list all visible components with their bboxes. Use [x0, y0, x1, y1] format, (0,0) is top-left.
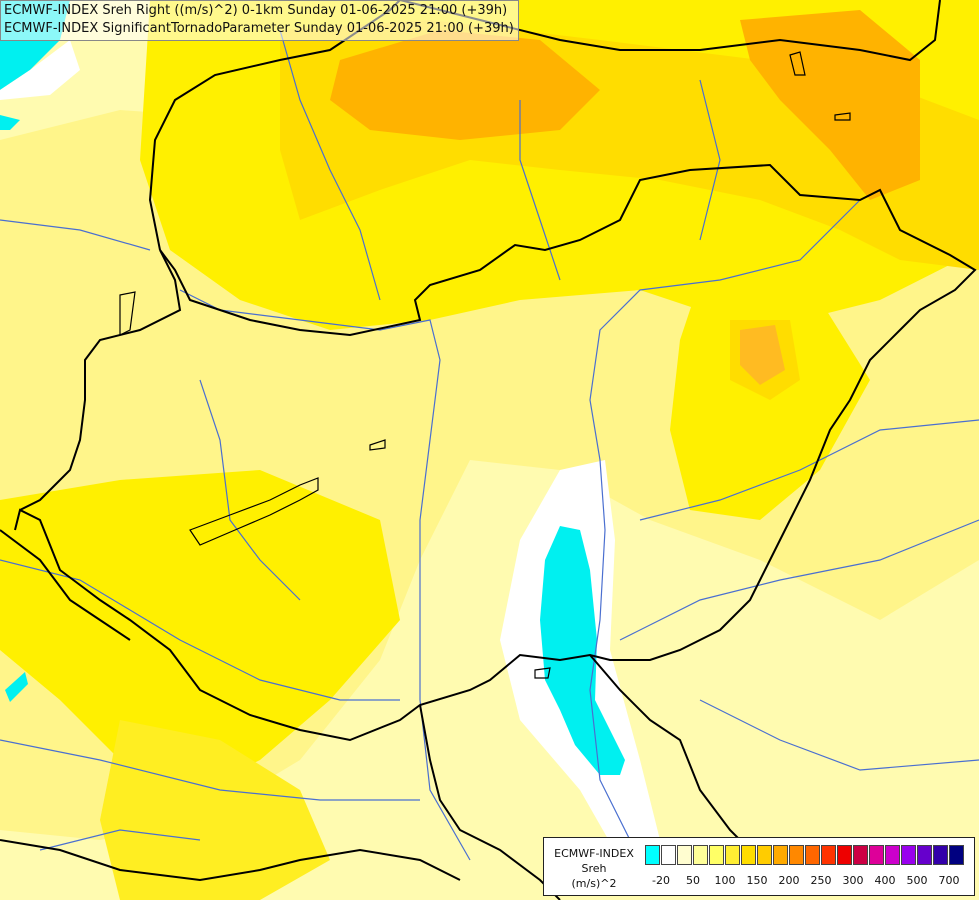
border-serbia	[419, 704, 561, 900]
river-drava	[0, 559, 400, 701]
legend-tick-label: 100	[714, 874, 736, 887]
legend-tick-label: 50	[686, 874, 700, 887]
legend-swatch	[709, 845, 724, 865]
legend-swatch	[837, 845, 852, 865]
legend-swatch	[725, 845, 740, 865]
legend-swatch	[917, 845, 932, 865]
sreh-zone-orange-1	[330, 30, 600, 140]
lake-small-5	[534, 667, 551, 679]
legend-swatch	[677, 845, 692, 865]
river-east-1	[639, 419, 979, 521]
lake-small-4	[119, 291, 136, 336]
legend-ticks: -20 50 100 150 200 250 300 400 500 700	[645, 874, 975, 888]
legend-model: ECMWF-INDEX	[554, 847, 634, 860]
legend-swatch	[741, 845, 756, 865]
sreh-zone-white-nw	[0, 40, 80, 100]
river-south-1	[699, 699, 979, 771]
river-north-1	[279, 29, 381, 301]
sreh-zone-cyan-w	[5, 672, 28, 702]
sreh-zone-cyan-nw-2	[0, 115, 20, 130]
sreh-zone-yellow-south	[100, 720, 330, 900]
border-austria	[19, 249, 182, 511]
river-north-2	[519, 100, 561, 281]
border-slovakia-north	[399, 0, 941, 62]
sreh-zone-orange-3	[740, 325, 785, 385]
legend-unit: (m/s)^2	[571, 877, 617, 890]
legend-swatch	[645, 845, 660, 865]
legend-swatch	[773, 845, 788, 865]
sreh-zone-yellow-southwest	[0, 470, 400, 800]
legend-swatch	[805, 845, 820, 865]
lake-small-1	[369, 439, 386, 451]
river-west-2	[199, 379, 301, 601]
lakes	[119, 51, 851, 679]
border-south-west	[0, 839, 461, 882]
map-title-box: ECMWF-INDEX Sreh Right ((m/s)^2) 0-1km S…	[0, 0, 519, 41]
legend-tick-label: 250	[810, 874, 832, 887]
map-title-line2: ECMWF-INDEX SignificantTornadoParameter …	[4, 21, 514, 36]
color-legend: ECMWF-INDEX Sreh (m/s)^2 -20 50 100 150 200 2…	[543, 837, 975, 896]
lake-small-2	[789, 51, 806, 76]
legend-param: Sreh	[581, 862, 607, 875]
legend-swatch	[949, 845, 964, 865]
legend-tick-label: 200	[778, 874, 800, 887]
legend-tick-label: 300	[842, 874, 864, 887]
river-west-1	[0, 219, 151, 251]
river-sava	[0, 739, 420, 801]
legend-swatch	[885, 845, 900, 865]
legend-swatch	[821, 845, 836, 865]
legend-swatch	[853, 845, 868, 865]
border-croatia-west	[0, 529, 131, 641]
legend-tick-label: 400	[874, 874, 896, 887]
river-mures	[619, 519, 979, 641]
border-romania	[589, 654, 761, 861]
legend-tick-label: 700	[938, 874, 960, 887]
legend-swatch	[693, 845, 708, 865]
legend-swatches	[645, 845, 965, 865]
sreh-zone-orange-2	[740, 10, 920, 200]
legend-swatch	[757, 845, 772, 865]
rivers	[0, 29, 979, 861]
legend-label: ECMWF-INDEX Sreh (m/s)^2	[548, 846, 640, 891]
lake-small-3	[834, 112, 851, 121]
sreh-zone-cyan	[540, 526, 625, 775]
legend-swatch	[901, 845, 916, 865]
legend-swatch	[869, 845, 884, 865]
lake-balaton	[189, 477, 319, 546]
legend-tick-label: -20	[652, 874, 670, 887]
legend-tick-label: 500	[906, 874, 928, 887]
legend-swatch	[933, 845, 948, 865]
river-south-2	[39, 829, 201, 851]
river-north-3	[699, 79, 721, 241]
legend-tick-label: 150	[746, 874, 768, 887]
legend-swatch	[789, 845, 804, 865]
map-title-line1: ECMWF-INDEX Sreh Right ((m/s)^2) 0-1km S…	[4, 3, 508, 18]
legend-swatch	[661, 845, 676, 865]
river-tisza	[589, 199, 861, 861]
